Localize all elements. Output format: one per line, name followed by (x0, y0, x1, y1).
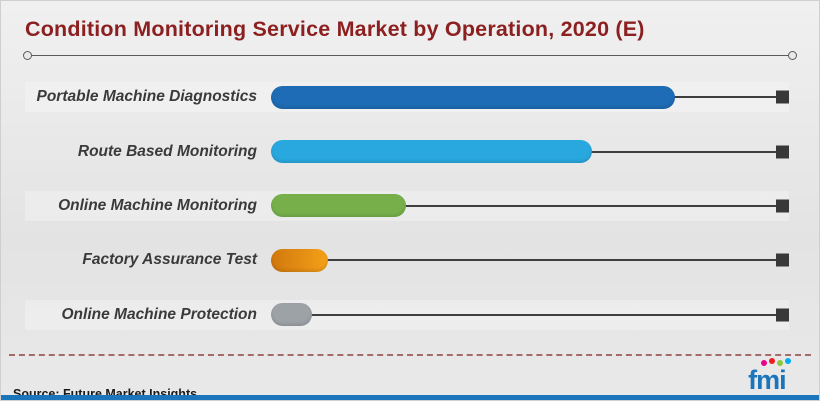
bar-label: Online Machine Monitoring (58, 196, 257, 214)
chart-title: Condition Monitoring Service Market by O… (25, 17, 645, 41)
bar-factory-assurance-test (271, 248, 328, 272)
bar-track (271, 248, 789, 272)
bar-route-based-monitoring (271, 140, 593, 164)
chart-row: Route Based Monitoring (25, 137, 789, 167)
leader-line (273, 259, 784, 262)
bar-label: Online Machine Protection (61, 305, 258, 323)
logo-dots (760, 358, 791, 366)
chart-row: Online Machine Monitoring (25, 190, 789, 221)
rule-endpoint-circle-left (23, 51, 32, 60)
chart-row: Factory Assurance Test (25, 245, 789, 275)
bar-online-machine-protection (271, 303, 313, 327)
end-marker-square (776, 308, 789, 322)
bar-online-machine-monitoring (271, 194, 406, 218)
dashed-separator (9, 354, 811, 356)
bar-label: Factory Assurance Test (82, 251, 257, 269)
bar-track (271, 140, 789, 164)
end-marker-square (776, 90, 789, 104)
end-marker-square (776, 253, 789, 267)
bar-label: Portable Machine Diagnostics (36, 88, 258, 106)
chart-header: Condition Monitoring Service Market by O… (1, 1, 819, 44)
logo-dot-green-icon (776, 360, 783, 366)
bar-rows: Portable Machine Diagnostics Route Based… (25, 70, 789, 342)
logo-text: fmi (748, 365, 786, 395)
bar-label: Route Based Monitoring (77, 142, 257, 160)
chart-row: Online Machine Protection (25, 299, 789, 330)
bar-track (271, 85, 789, 109)
chart-row: Portable Machine Diagnostics (25, 82, 789, 113)
logo-dot-magenta-icon (760, 360, 767, 366)
bar-track (271, 303, 789, 327)
rule-line (32, 54, 788, 57)
logo-dot-red-icon (768, 358, 775, 364)
bar-portable-machine-diagnostics (271, 85, 676, 109)
bottom-strip (1, 395, 819, 400)
rule-endpoint-circle-right (788, 51, 797, 60)
title-rule (23, 51, 797, 60)
bar-track (271, 194, 789, 218)
end-marker-square (776, 199, 789, 213)
leader-line (273, 313, 784, 316)
end-marker-square (776, 145, 789, 159)
leader-line (273, 204, 784, 207)
logo-dot-blue-icon (784, 358, 791, 364)
